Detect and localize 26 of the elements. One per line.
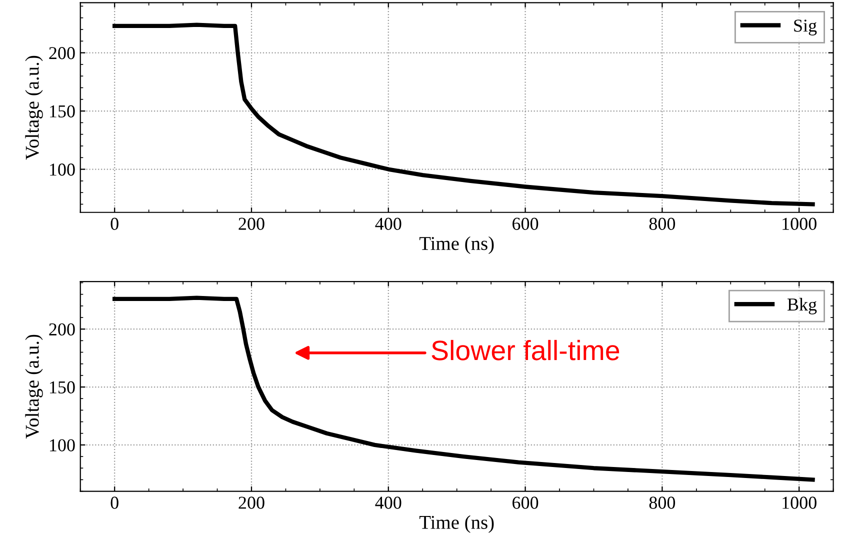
y-tick-label: 100 [50,164,75,176]
annotation: Slower fall-time [432,340,620,360]
y-axis-title: Voltage (a.u.) [25,334,43,439]
legend-label: Sig [794,20,817,36]
x-tick-label: 0 [110,218,118,230]
x-tick-label: 800 [649,496,676,509]
x-tick-label: 200 [238,496,264,509]
x-tick-label: 800 [649,218,676,230]
y-tick-label: 150 [50,381,75,394]
x-tick-label: 200 [238,218,264,230]
line-series [112,296,815,482]
y-tick-label: 200 [49,47,75,60]
x-tick-label: 600 [512,496,538,509]
y-tick-label: 150 [50,105,75,118]
legend-label: Bkg [787,298,817,314]
x-tick-label: 600 [512,218,538,230]
x-tick-label: 400 [375,218,402,230]
y-tick-label: 200 [49,323,75,336]
x-tick-label: 0 [110,496,118,509]
x-tick-label: 1000 [782,218,816,230]
x-axis-title: Time (ns) [419,236,494,254]
y-tick-label: 100 [50,439,75,452]
x-tick-label: 400 [375,496,402,509]
x-axis-title: Time (ns) [419,515,494,533]
x-tick-label: 1000 [782,496,816,509]
y-axis-title: Voltage (a.u.) [25,56,43,160]
